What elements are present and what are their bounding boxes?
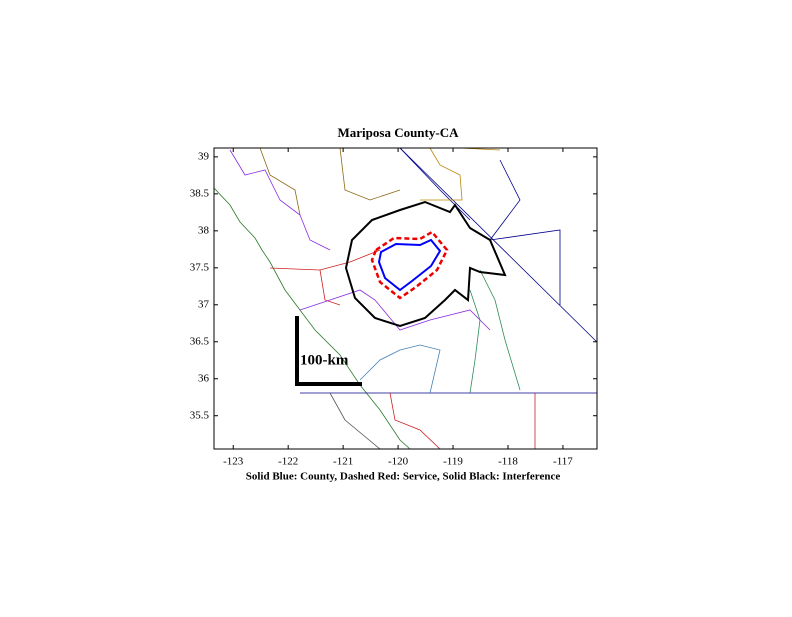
caption: Solid Blue: County, Dashed Red: Service,… [246,471,561,483]
y-tick-label: 37.5 [190,261,210,273]
x-tick-label: -122 [278,456,298,468]
x-tick-label: -119 [443,456,463,468]
y-tick-label: 37 [198,298,210,310]
x-tick-label: -121 [333,456,353,468]
chart-title: Mariposa County-CA [338,125,460,140]
y-tick-label: 36 [198,372,210,384]
scale-bar [295,316,362,386]
contours [344,200,507,328]
x-tick-label: -117 [553,456,573,468]
y-tick-label: 39 [198,150,210,162]
scale-label: 100-km [300,352,349,368]
y-tick-label: 35.5 [190,409,210,421]
y-tick-label: 38 [198,224,210,236]
y-tick-label: 38.5 [190,187,210,199]
y-tick-label: 36.5 [190,335,210,347]
x-tick-label: -120 [388,456,409,468]
county-boundaries [214,148,597,449]
x-tick-label: -118 [498,456,518,468]
axes-box [213,147,598,450]
x-tick-label: -123 [223,456,244,468]
